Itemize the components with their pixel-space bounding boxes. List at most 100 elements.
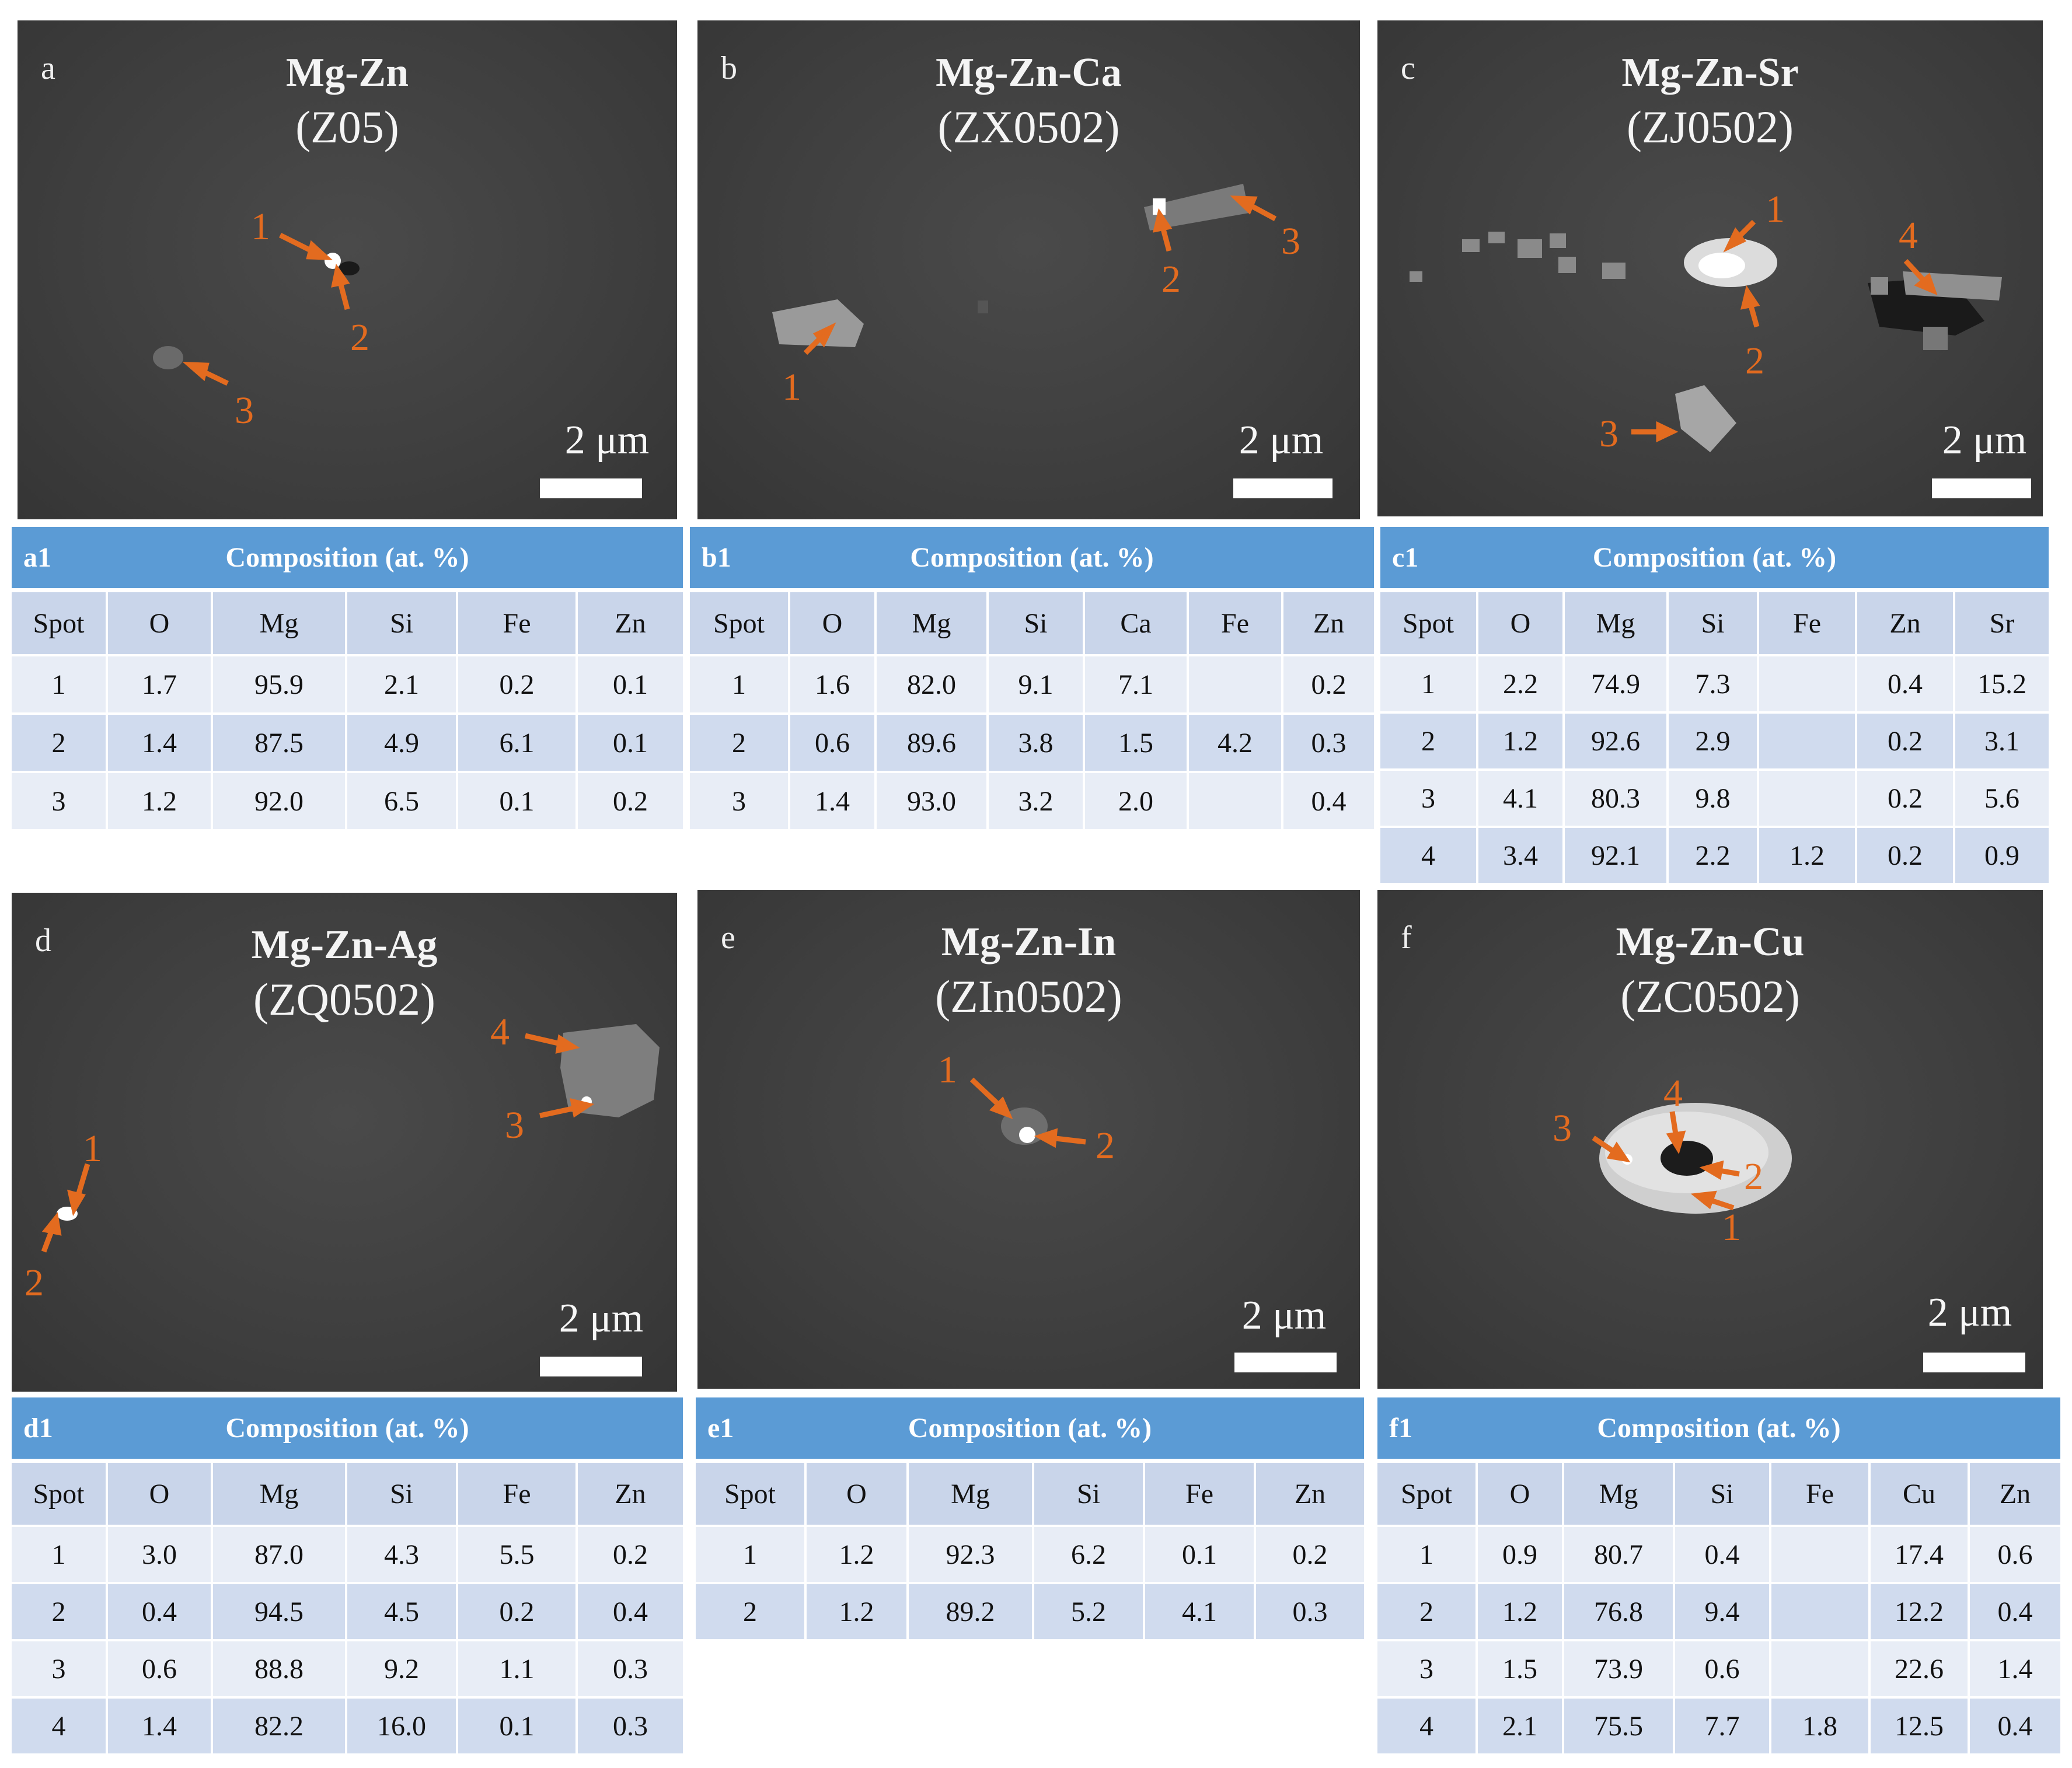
marker-a-2: 2 <box>350 316 369 359</box>
table-cell: 76.8 <box>1564 1584 1675 1639</box>
table-row: 1 1.2 92.3 6.2 0.1 0.2 <box>696 1527 1364 1582</box>
col-header: Fe <box>1759 592 1857 654</box>
table-cell: 3 <box>12 773 108 829</box>
col-header: O <box>1478 592 1565 654</box>
sem-features-d: 4 3 1 2 <box>25 1011 660 1304</box>
table-cell: 16.0 <box>347 1699 458 1753</box>
table-cell: 89.2 <box>909 1584 1034 1639</box>
col-header: Zn <box>1999 1478 2031 1510</box>
col-header: Zn <box>1313 607 1345 639</box>
col-header: Mg <box>1565 592 1669 654</box>
table-cell: 5.2 <box>1034 1584 1145 1639</box>
table-row: 1 0.9 80.7 0.4 17.4 0.6 <box>1377 1527 2060 1582</box>
panel-title-b: Mg-Zn-Ca <box>936 50 1122 95</box>
table-header-f1: f1 Composition (at. %) <box>1377 1397 2060 1459</box>
col-header: Sr <box>1989 607 2015 639</box>
table-cell: 2 <box>12 715 108 771</box>
table-cell: 4 <box>1380 828 1478 883</box>
table-title-a1: Composition (at. %) <box>225 542 469 573</box>
col-header: Mg <box>909 1463 1034 1525</box>
table-cell: 2 <box>12 1584 108 1639</box>
marker-f-4: 4 <box>1663 1072 1683 1114</box>
scale-bar-c <box>1932 478 2031 498</box>
table-cell: 0.4 <box>613 1596 648 1627</box>
col-header: Spot <box>1377 1463 1478 1525</box>
table-row: 3 1.4 93.0 3.2 2.0 0.4 <box>690 773 1374 829</box>
table-cell: 87.0 <box>213 1527 347 1582</box>
marker-e-1: 1 <box>938 1049 957 1091</box>
col-header: O <box>790 592 877 654</box>
marker-a-1: 1 <box>251 205 270 248</box>
col-header: Si <box>1675 1463 1771 1525</box>
table-cell: 4.1 <box>1478 771 1565 826</box>
col-header: Cu <box>1871 1463 1970 1525</box>
table-cell: 3.8 <box>989 715 1085 771</box>
col-header: Spot <box>690 592 790 654</box>
marker-f-2: 2 <box>1744 1155 1763 1198</box>
table-cell: 1 <box>1377 1527 1478 1582</box>
col-header: Spot <box>696 1463 807 1525</box>
table-cell: 75.5 <box>1564 1699 1675 1753</box>
col-header: Fe <box>458 592 578 654</box>
table-cell: 4.5 <box>347 1584 458 1639</box>
table-c1: c1 Composition (at. %) Spot O Mg Si Fe Z… <box>1380 527 2049 884</box>
table-cell: 9.4 <box>1675 1584 1771 1639</box>
table-row: 1 1.6 82.0 9.1 7.1 0.2 <box>690 656 1374 712</box>
marker-d-1: 1 <box>83 1127 102 1170</box>
col-header: Mg <box>1564 1463 1675 1525</box>
table-cell: 15.2 <box>1977 668 2026 700</box>
table-cell: 0.2 <box>458 1584 578 1639</box>
marker-b-3: 3 <box>1281 220 1300 263</box>
table-row: 1 2.2 74.9 7.3 0.4 15.2 <box>1380 656 2049 711</box>
scale-bar-d <box>540 1357 642 1376</box>
marker-c-3: 3 <box>1599 413 1618 455</box>
table-cell: 0.2 <box>458 656 578 712</box>
table-cell: 4.3 <box>347 1527 458 1582</box>
scale-bar-b <box>1233 478 1333 498</box>
table-id-a1: a1 <box>23 542 51 573</box>
scale-bar-e <box>1234 1353 1337 1372</box>
scale-label-b: 2 μm <box>1239 418 1324 463</box>
marker-b-1: 1 <box>782 366 801 408</box>
sem-image-e: 1 2 e Mg-Zn-In (ZIn0502) 2 μm <box>697 890 1360 1389</box>
scale-label-e: 2 μm <box>1241 1293 1327 1338</box>
marker-b-2: 2 <box>1161 258 1181 301</box>
panel-letter-a: a <box>41 50 55 86</box>
col-header: O <box>1478 1463 1564 1525</box>
table-cell: 0.2 <box>613 785 648 817</box>
table-row: 2 1.2 89.2 5.2 4.1 0.3 <box>696 1584 1364 1639</box>
col-header: O <box>108 1463 213 1525</box>
table-cell: 1 <box>12 656 108 712</box>
table-cell: 94.5 <box>213 1584 347 1639</box>
panel-letter-b: b <box>721 50 737 86</box>
scale-label-c: 2 μm <box>1942 418 2027 463</box>
sem-features-f: 4 3 2 1 <box>1553 1072 1792 1249</box>
panel-title-f: Mg-Zn-Cu <box>1616 920 1805 965</box>
marker-e-2: 2 <box>1096 1124 1115 1167</box>
table-cell: 2 <box>1377 1584 1478 1639</box>
table-row: 4 1.4 82.2 16.0 0.1 0.3 <box>12 1699 683 1753</box>
panel-letter-c: c <box>1401 50 1415 86</box>
panel-title-e: Mg-Zn-In <box>941 920 1117 965</box>
col-header: Mg <box>213 592 347 654</box>
table-col-headers-a1: Spot O Mg Si Fe Zn <box>12 592 683 654</box>
table-cell: 2.9 <box>1669 714 1759 768</box>
scale-bar-f <box>1923 1353 2025 1372</box>
table-cell: 1.4 <box>790 773 877 829</box>
table-col-headers-b1: Spot O Mg Si Ca Fe Zn <box>690 592 1374 654</box>
table-cell: 1 <box>12 1527 108 1582</box>
table-cell: 1.2 <box>807 1584 909 1639</box>
table-row: 4 3.4 92.1 2.2 1.2 0.2 0.9 <box>1380 828 2049 883</box>
table-cell: 7.7 <box>1675 1699 1771 1753</box>
table-cell: 2.2 <box>1669 828 1759 883</box>
col-header: Si <box>1034 1463 1145 1525</box>
col-header: Spot <box>12 1463 108 1525</box>
table-cell <box>1771 1584 1871 1639</box>
table-cell: 6.1 <box>458 715 578 771</box>
col-header: Zn <box>615 607 646 639</box>
table-cell: 1.7 <box>108 656 213 712</box>
panel-code-e: (ZIn0502) <box>935 971 1122 1022</box>
col-header: Fe <box>1189 592 1283 654</box>
table-cell: 0.4 <box>1997 1596 2033 1627</box>
table-cell: 3.0 <box>108 1527 213 1582</box>
